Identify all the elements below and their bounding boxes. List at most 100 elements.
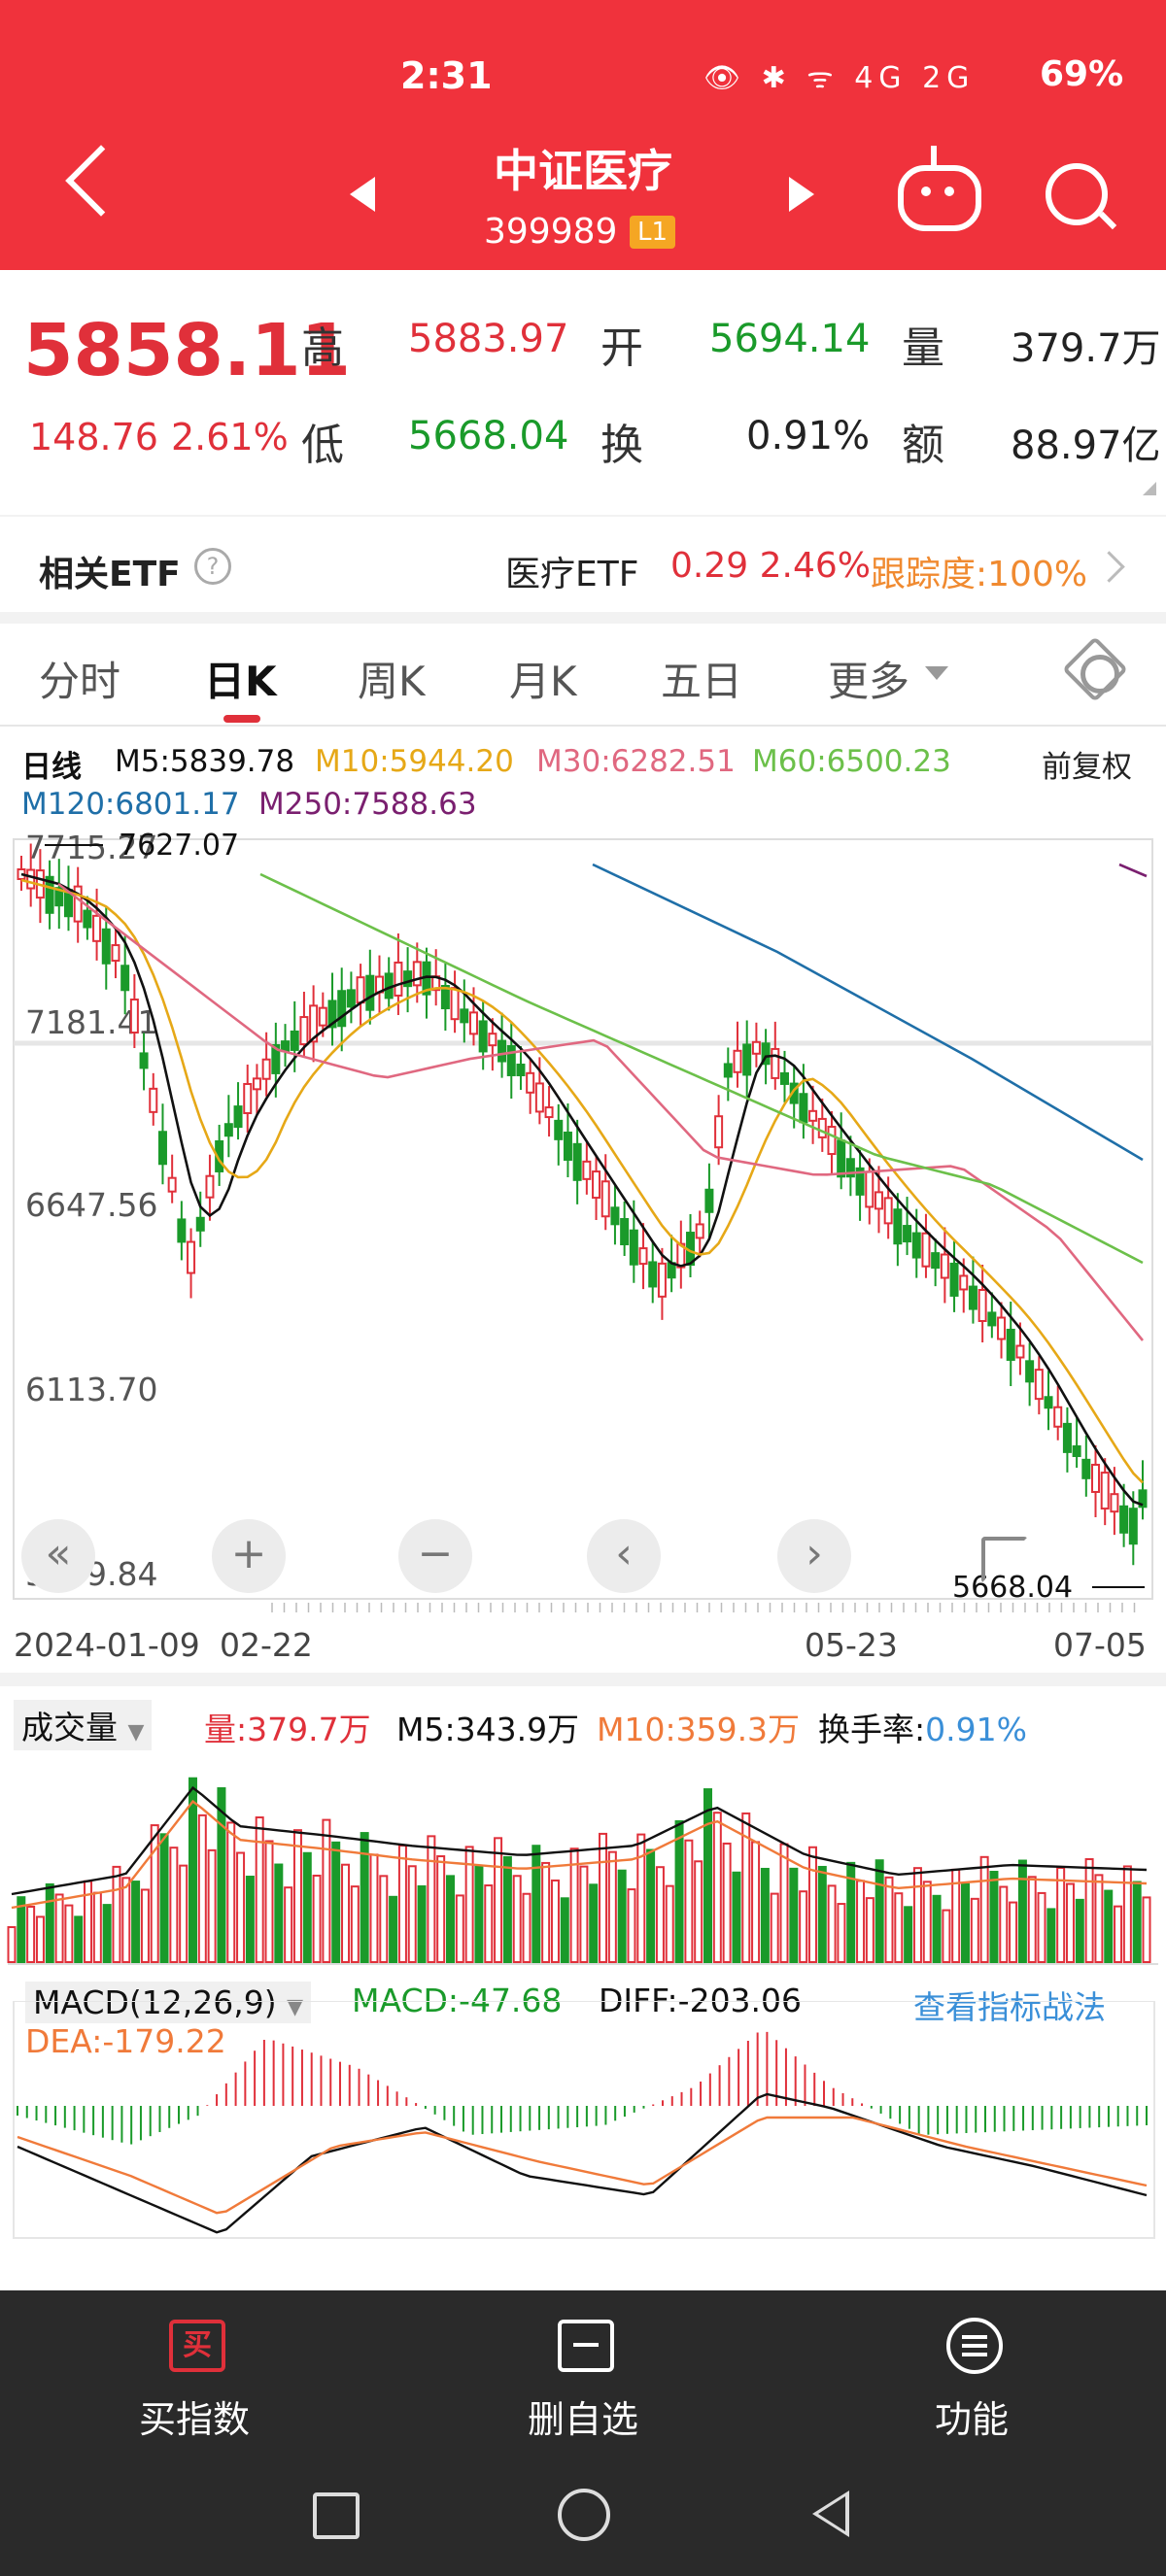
indicator-macd-select[interactable]: MACD(12,26,9) ▼ xyxy=(25,1982,312,2023)
chevron-right-icon[interactable] xyxy=(1093,551,1125,583)
volume-bar xyxy=(655,1866,665,1963)
volume-bar xyxy=(302,1851,312,1963)
tab-daily-k[interactable]: 日K xyxy=(204,658,277,705)
candle xyxy=(271,1043,281,1074)
tab-monthly-k[interactable]: 月K xyxy=(509,658,577,705)
candle xyxy=(554,1119,564,1140)
candle xyxy=(526,1071,535,1094)
indicator-volume-select[interactable]: 成交量 ▼ xyxy=(14,1700,153,1750)
back-arrow-icon[interactable] xyxy=(65,145,137,217)
volume-bar xyxy=(1065,1882,1075,1963)
candle xyxy=(290,1030,299,1051)
candle xyxy=(997,1316,1007,1340)
macd-chart[interactable] xyxy=(0,2001,1166,2240)
tab-intraday[interactable]: 分时 xyxy=(39,658,121,705)
current-price: 5858.11 xyxy=(23,309,352,392)
candle xyxy=(516,1064,526,1077)
kline-chart[interactable]: 7715.277181.416647.566113.705579.847627.… xyxy=(0,826,1166,1614)
volume-bar xyxy=(874,1859,884,1963)
buy-index-button[interactable]: 买指数 xyxy=(138,2398,250,2441)
next-stock-icon[interactable] xyxy=(789,177,814,212)
candle xyxy=(779,1071,789,1085)
candle xyxy=(1119,1505,1129,1534)
volume-bar xyxy=(522,1892,532,1963)
candle xyxy=(1138,1489,1148,1508)
candle xyxy=(534,1082,544,1113)
ma5-label: M5:5839.78 xyxy=(115,744,295,779)
settings-icon[interactable] xyxy=(1080,655,1119,694)
candle xyxy=(120,965,130,992)
volume-bar xyxy=(217,1787,226,1964)
volume-today: 量:379.7万 xyxy=(204,1711,371,1748)
divider xyxy=(0,1673,1166,1686)
help-icon[interactable]: ? xyxy=(194,548,231,585)
ma60-label: M60:6500.23 xyxy=(752,744,951,779)
volume-bar xyxy=(760,1867,770,1963)
volume-bar xyxy=(331,1841,341,1963)
candle xyxy=(582,1160,592,1180)
volume-bar xyxy=(207,1848,217,1963)
volume-bar xyxy=(912,1867,922,1963)
candle xyxy=(959,1274,969,1291)
candle xyxy=(233,1105,243,1129)
minus-icon: − xyxy=(417,1529,454,1578)
candle xyxy=(940,1253,949,1279)
indicator-strategy-link[interactable]: 查看指标战法 xyxy=(913,1988,1106,2026)
candle xyxy=(1081,1458,1091,1479)
volume-bar xyxy=(807,1846,817,1963)
volume-bar xyxy=(770,1892,779,1964)
candle xyxy=(544,1106,554,1119)
candle xyxy=(733,1049,742,1073)
candle xyxy=(403,970,413,988)
candle xyxy=(111,944,120,963)
nav-back-icon[interactable] xyxy=(812,2491,849,2537)
remove-watchlist-button[interactable]: 删自选 xyxy=(527,2398,638,2441)
candle xyxy=(346,989,356,1008)
volume-bar xyxy=(884,1876,894,1963)
candle xyxy=(1034,1369,1044,1401)
adjust-mode-toggle[interactable]: 前复权 xyxy=(1042,750,1132,785)
zoom-out-button[interactable]: − xyxy=(398,1519,472,1593)
search-icon[interactable] xyxy=(1046,163,1108,225)
date-label: 02-22 xyxy=(220,1626,313,1664)
volume-bar xyxy=(64,1904,74,1963)
candle xyxy=(572,1142,582,1181)
status-icons: 👁 ✱ ᯤ 4G 2G xyxy=(703,61,976,95)
volume-bar xyxy=(54,1893,64,1964)
candle xyxy=(592,1170,601,1200)
functions-button[interactable]: 功能 xyxy=(934,2398,1009,2441)
fast-rewind-button[interactable]: « xyxy=(21,1519,95,1593)
volume-bar xyxy=(484,1884,494,1963)
volume-bar xyxy=(284,1886,293,1963)
home-icon[interactable] xyxy=(558,2489,610,2541)
previous-stock-icon[interactable] xyxy=(350,177,375,212)
recent-apps-icon[interactable] xyxy=(313,2492,360,2539)
tab-five-day[interactable]: 五日 xyxy=(661,658,743,705)
volume-value: 379.7万 xyxy=(1011,326,1161,371)
zoom-in-button[interactable]: + xyxy=(212,1519,286,1593)
candle xyxy=(761,1042,771,1066)
scroll-left-button[interactable]: ‹ xyxy=(587,1519,661,1593)
y-axis-label: 6113.70 xyxy=(25,1371,157,1408)
tab-more[interactable]: 更多 xyxy=(828,658,910,705)
volume-chart[interactable] xyxy=(0,1748,1166,1970)
candle xyxy=(488,1033,497,1047)
robot-assistant-icon[interactable] xyxy=(898,165,981,231)
volume-bar xyxy=(827,1884,837,1963)
candle xyxy=(817,1117,827,1138)
candle xyxy=(252,1077,261,1091)
volume-bar xyxy=(74,1915,84,1963)
low-label: 低 xyxy=(301,421,344,470)
buy-icon: 买 xyxy=(169,2320,225,2372)
candle xyxy=(903,1225,912,1243)
ma10-line xyxy=(20,878,1144,1484)
fullscreen-button[interactable] xyxy=(964,1519,1038,1593)
candle xyxy=(195,1216,205,1232)
tab-weekly-k[interactable]: 周K xyxy=(358,658,426,705)
more-dropdown-icon[interactable] xyxy=(925,666,948,680)
turnover-label: 换 xyxy=(600,421,643,470)
candle xyxy=(638,1247,648,1266)
expand-corner-icon[interactable] xyxy=(1143,482,1156,495)
scroll-right-button[interactable]: › xyxy=(777,1519,851,1593)
chart-frame xyxy=(13,2001,1155,2239)
